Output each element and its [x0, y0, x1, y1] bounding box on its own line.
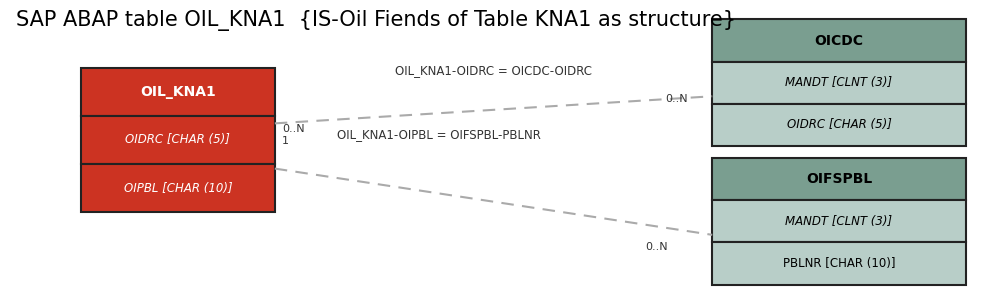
FancyBboxPatch shape [712, 242, 966, 285]
Text: SAP ABAP table OIL_KNA1  {IS-Oil Fiends of Table KNA1 as structure}: SAP ABAP table OIL_KNA1 {IS-Oil Fiends o… [16, 10, 737, 31]
Text: 0..N: 0..N [646, 242, 668, 252]
FancyBboxPatch shape [81, 68, 275, 116]
FancyBboxPatch shape [81, 116, 275, 164]
FancyBboxPatch shape [712, 200, 966, 242]
Text: OIL_KNA1-OIDRC = OICDC-OIDRC: OIL_KNA1-OIDRC = OICDC-OIDRC [395, 64, 592, 77]
FancyBboxPatch shape [712, 62, 966, 104]
Text: OIPBL [CHAR (10)]: OIPBL [CHAR (10)] [124, 182, 232, 195]
Text: MANDT [CLNT (3)]: MANDT [CLNT (3)] [786, 76, 892, 89]
Text: 1: 1 [282, 136, 289, 147]
FancyBboxPatch shape [712, 19, 966, 62]
Text: OIL_KNA1: OIL_KNA1 [140, 85, 215, 99]
Text: OIDRC [CHAR (5)]: OIDRC [CHAR (5)] [126, 133, 230, 147]
Text: OIL_KNA1-OIPBL = OIFSPBL-PBLNR: OIL_KNA1-OIPBL = OIFSPBL-PBLNR [337, 129, 540, 141]
Text: PBLNR [CHAR (10)]: PBLNR [CHAR (10)] [783, 257, 895, 270]
Text: MANDT [CLNT (3)]: MANDT [CLNT (3)] [786, 215, 892, 228]
Text: OIFSPBL: OIFSPBL [806, 172, 872, 186]
Text: OICDC: OICDC [815, 33, 863, 47]
Text: 0..N: 0..N [666, 94, 688, 104]
FancyBboxPatch shape [712, 104, 966, 146]
Text: OIDRC [CHAR (5)]: OIDRC [CHAR (5)] [787, 118, 891, 131]
FancyBboxPatch shape [81, 164, 275, 212]
Text: 0..N: 0..N [282, 124, 304, 134]
FancyBboxPatch shape [712, 158, 966, 200]
